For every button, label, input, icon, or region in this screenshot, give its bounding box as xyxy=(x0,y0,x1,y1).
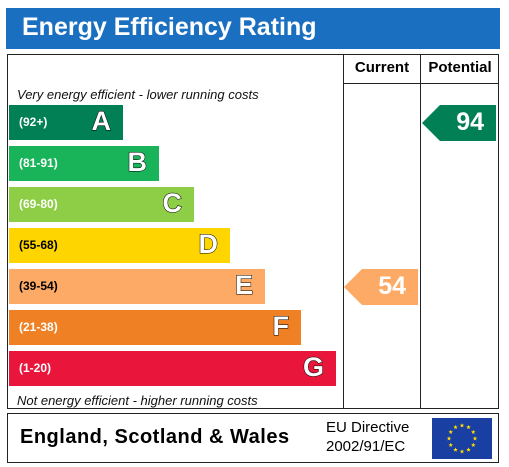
potential-rating-value: 94 xyxy=(456,108,484,136)
caption-bottom: Not energy efficient - higher running co… xyxy=(17,393,258,408)
band-letter: G xyxy=(302,352,324,383)
band-letter: B xyxy=(127,147,147,178)
potential-rating-arrow: 94 xyxy=(422,105,496,141)
directive-line-2: 2002/91/EC xyxy=(326,438,406,455)
caption-top: Very energy efficient - lower running co… xyxy=(17,87,259,102)
column-header-divider xyxy=(343,83,498,84)
band-letter: E xyxy=(234,270,253,301)
current-arrow-shape xyxy=(344,269,418,305)
band-letter: A xyxy=(91,106,111,137)
band-d: (55-68) D xyxy=(9,228,230,263)
band-range-label: (39-54) xyxy=(19,279,58,293)
rating-panel: Current Potential Very energy efficient … xyxy=(7,54,499,409)
directive-line-1: EU Directive xyxy=(326,419,410,436)
region-label: England, Scotland & Wales xyxy=(20,426,290,448)
header-bar: Energy Efficiency Rating xyxy=(6,8,500,49)
band-range-label: (1-20) xyxy=(19,361,52,375)
band-range-label: (81-91) xyxy=(19,156,58,170)
current-column-header: Current xyxy=(354,59,410,76)
band-f: (21-38) F xyxy=(9,310,301,345)
band-letter: C xyxy=(162,188,182,219)
band-b: (81-91) B xyxy=(9,146,159,181)
band-e: (39-54) E xyxy=(9,269,265,304)
band-g: (1-20) G xyxy=(9,351,336,386)
potential-arrow-shape xyxy=(422,105,496,141)
band-range-label: (21-38) xyxy=(19,320,58,334)
current-column-divider xyxy=(343,55,344,408)
potential-column-header: Potential xyxy=(428,59,492,76)
band-range-label: (92+) xyxy=(19,115,48,129)
band-letter: D xyxy=(198,229,218,260)
band-c: (69-80) C xyxy=(9,187,194,222)
current-rating-arrow: 54 xyxy=(344,269,418,305)
band-range-label: (69-80) xyxy=(19,197,58,211)
eu-flag-icon xyxy=(432,418,492,459)
band-a: (92+) A xyxy=(9,105,123,140)
potential-column-divider xyxy=(420,55,421,408)
current-rating-value: 54 xyxy=(378,272,406,300)
band-range-label: (55-68) xyxy=(19,238,58,252)
footer-bar: England, Scotland & Wales EU Directive 2… xyxy=(7,413,499,463)
band-letter: F xyxy=(272,311,289,342)
page-title: Energy Efficiency Rating xyxy=(22,13,317,41)
eu-directive: EU Directive 2002/91/EC xyxy=(326,418,409,456)
